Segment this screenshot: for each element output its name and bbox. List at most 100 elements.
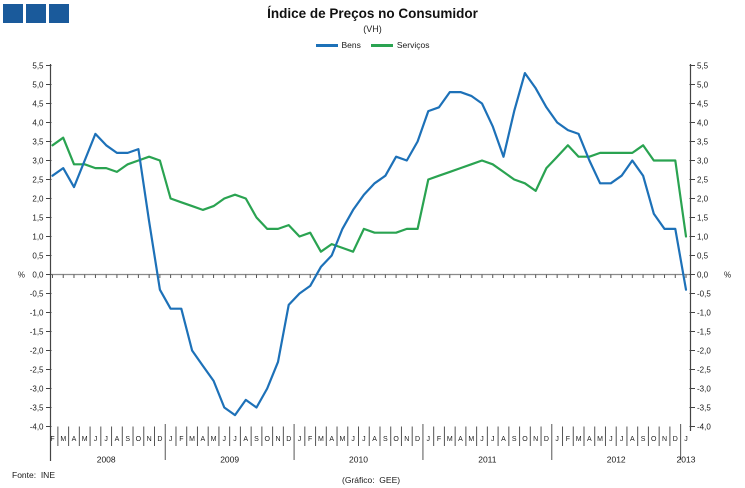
month-label: M bbox=[597, 436, 603, 443]
y-tick-label-right: 1,5 bbox=[697, 213, 709, 222]
month-label: J bbox=[491, 436, 495, 443]
month-label: J bbox=[223, 436, 227, 443]
month-label: F bbox=[50, 436, 54, 443]
y-tick-label-right: 5,5 bbox=[697, 61, 709, 70]
legend: Bens Serviços bbox=[0, 40, 745, 50]
month-label: A bbox=[630, 436, 635, 443]
month-label: A bbox=[501, 436, 506, 443]
month-label: A bbox=[329, 436, 334, 443]
month-label: J bbox=[94, 436, 98, 443]
month-label: F bbox=[566, 436, 570, 443]
y-tick-label-right: -0,5 bbox=[697, 289, 711, 298]
month-label: N bbox=[533, 436, 538, 443]
month-label: J bbox=[427, 436, 431, 443]
year-label: 2010 bbox=[349, 455, 368, 465]
logo-square bbox=[3, 4, 23, 23]
month-label: A bbox=[587, 436, 592, 443]
month-label: J bbox=[233, 436, 237, 443]
month-label: S bbox=[383, 436, 388, 443]
y-tick-label-left: -3,0 bbox=[30, 384, 44, 393]
y-tick-label-right: -4,0 bbox=[697, 422, 711, 431]
legend-label-servicos: Serviços bbox=[396, 40, 430, 50]
month-label: A bbox=[72, 436, 77, 443]
month-label: J bbox=[555, 436, 559, 443]
y-tick-label-left: -1,5 bbox=[30, 327, 44, 336]
legend-label-bens: Bens bbox=[341, 40, 361, 50]
y-tick-label-right: 4,5 bbox=[697, 99, 709, 108]
month-label: N bbox=[404, 436, 409, 443]
y-tick-label-left: -3,5 bbox=[30, 403, 44, 412]
legend-swatch-bens bbox=[315, 43, 338, 47]
year-label: 2011 bbox=[478, 455, 497, 465]
legend-item-servicos: Serviços bbox=[370, 40, 430, 50]
month-label: J bbox=[169, 436, 173, 443]
year-label: 2008 bbox=[97, 455, 116, 465]
y-tick-label-right: 1,0 bbox=[697, 232, 709, 241]
month-label: D bbox=[286, 436, 291, 443]
month-label: J bbox=[351, 436, 355, 443]
y-tick-label-left: 0,0 bbox=[32, 270, 44, 279]
legend-item-bens: Bens bbox=[315, 40, 361, 50]
y-tick-label-left: -2,0 bbox=[30, 346, 44, 355]
logo-square bbox=[26, 4, 46, 23]
y-tick-label-left: 0,5 bbox=[32, 251, 44, 260]
y-tick-label-right: -2,0 bbox=[697, 346, 711, 355]
month-label: S bbox=[254, 436, 259, 443]
y-tick-label-right: -1,0 bbox=[697, 308, 711, 317]
y-tick-label-left: 4,0 bbox=[32, 118, 44, 127]
month-label: D bbox=[157, 436, 162, 443]
y-tick-label-left: -0,5 bbox=[30, 289, 44, 298]
footer-credit: (Gráfico: GEE) bbox=[342, 475, 401, 485]
month-label: M bbox=[447, 436, 453, 443]
percent-label-left: % bbox=[18, 270, 25, 279]
month-label: O bbox=[522, 436, 528, 443]
y-tick-label-right: -1,5 bbox=[697, 327, 711, 336]
month-label: J bbox=[609, 436, 613, 443]
month-label: D bbox=[544, 436, 549, 443]
month-label: F bbox=[179, 436, 183, 443]
year-label: 2009 bbox=[220, 455, 239, 465]
month-label: O bbox=[651, 436, 657, 443]
month-label: M bbox=[60, 436, 66, 443]
month-label: A bbox=[372, 436, 377, 443]
page-subtitle: (VH) bbox=[363, 24, 382, 34]
y-tick-label-right: 2,5 bbox=[697, 175, 709, 184]
year-label: 2013 bbox=[677, 455, 696, 465]
y-tick-label-right: 3,5 bbox=[697, 137, 709, 146]
month-label: M bbox=[339, 436, 345, 443]
y-tick-label-left: 3,5 bbox=[32, 137, 44, 146]
month-label: M bbox=[576, 436, 582, 443]
month-label: D bbox=[673, 436, 678, 443]
month-label: A bbox=[200, 436, 205, 443]
month-label: F bbox=[437, 436, 441, 443]
bens-line bbox=[51, 71, 688, 417]
y-tick-label-right: 5,0 bbox=[697, 80, 709, 89]
y-tick-label-right: 2,0 bbox=[697, 194, 709, 203]
y-tick-label-left: -1,0 bbox=[30, 308, 44, 317]
month-label: M bbox=[82, 436, 88, 443]
month-label: S bbox=[641, 436, 646, 443]
y-tick-label-left: 1,5 bbox=[32, 213, 44, 222]
month-label: J bbox=[480, 436, 484, 443]
month-label: A bbox=[458, 436, 463, 443]
y-tick-label-left: 4,5 bbox=[32, 99, 44, 108]
y-tick-label-right: -3,0 bbox=[697, 384, 711, 393]
footer-source: Fonte: INE bbox=[12, 470, 55, 480]
y-tick-label-left: 5,0 bbox=[32, 80, 44, 89]
legend-swatch-servicos bbox=[370, 43, 393, 47]
month-label: J bbox=[684, 436, 688, 443]
month-label: M bbox=[318, 436, 324, 443]
page-title: Índice de Preços no Consumidor bbox=[267, 6, 478, 21]
month-label: S bbox=[125, 436, 130, 443]
percent-label-right: % bbox=[724, 270, 731, 279]
month-label: D bbox=[415, 436, 420, 443]
month-label: N bbox=[275, 436, 280, 443]
y-tick-label-left: 2,0 bbox=[32, 194, 44, 203]
month-label: M bbox=[189, 436, 195, 443]
y-tick-label-left: -4,0 bbox=[30, 422, 44, 431]
year-label: 2012 bbox=[607, 455, 626, 465]
y-tick-label-left: -2,5 bbox=[30, 365, 44, 374]
month-label: M bbox=[468, 436, 474, 443]
y-tick-label-right: 0,5 bbox=[697, 251, 709, 260]
